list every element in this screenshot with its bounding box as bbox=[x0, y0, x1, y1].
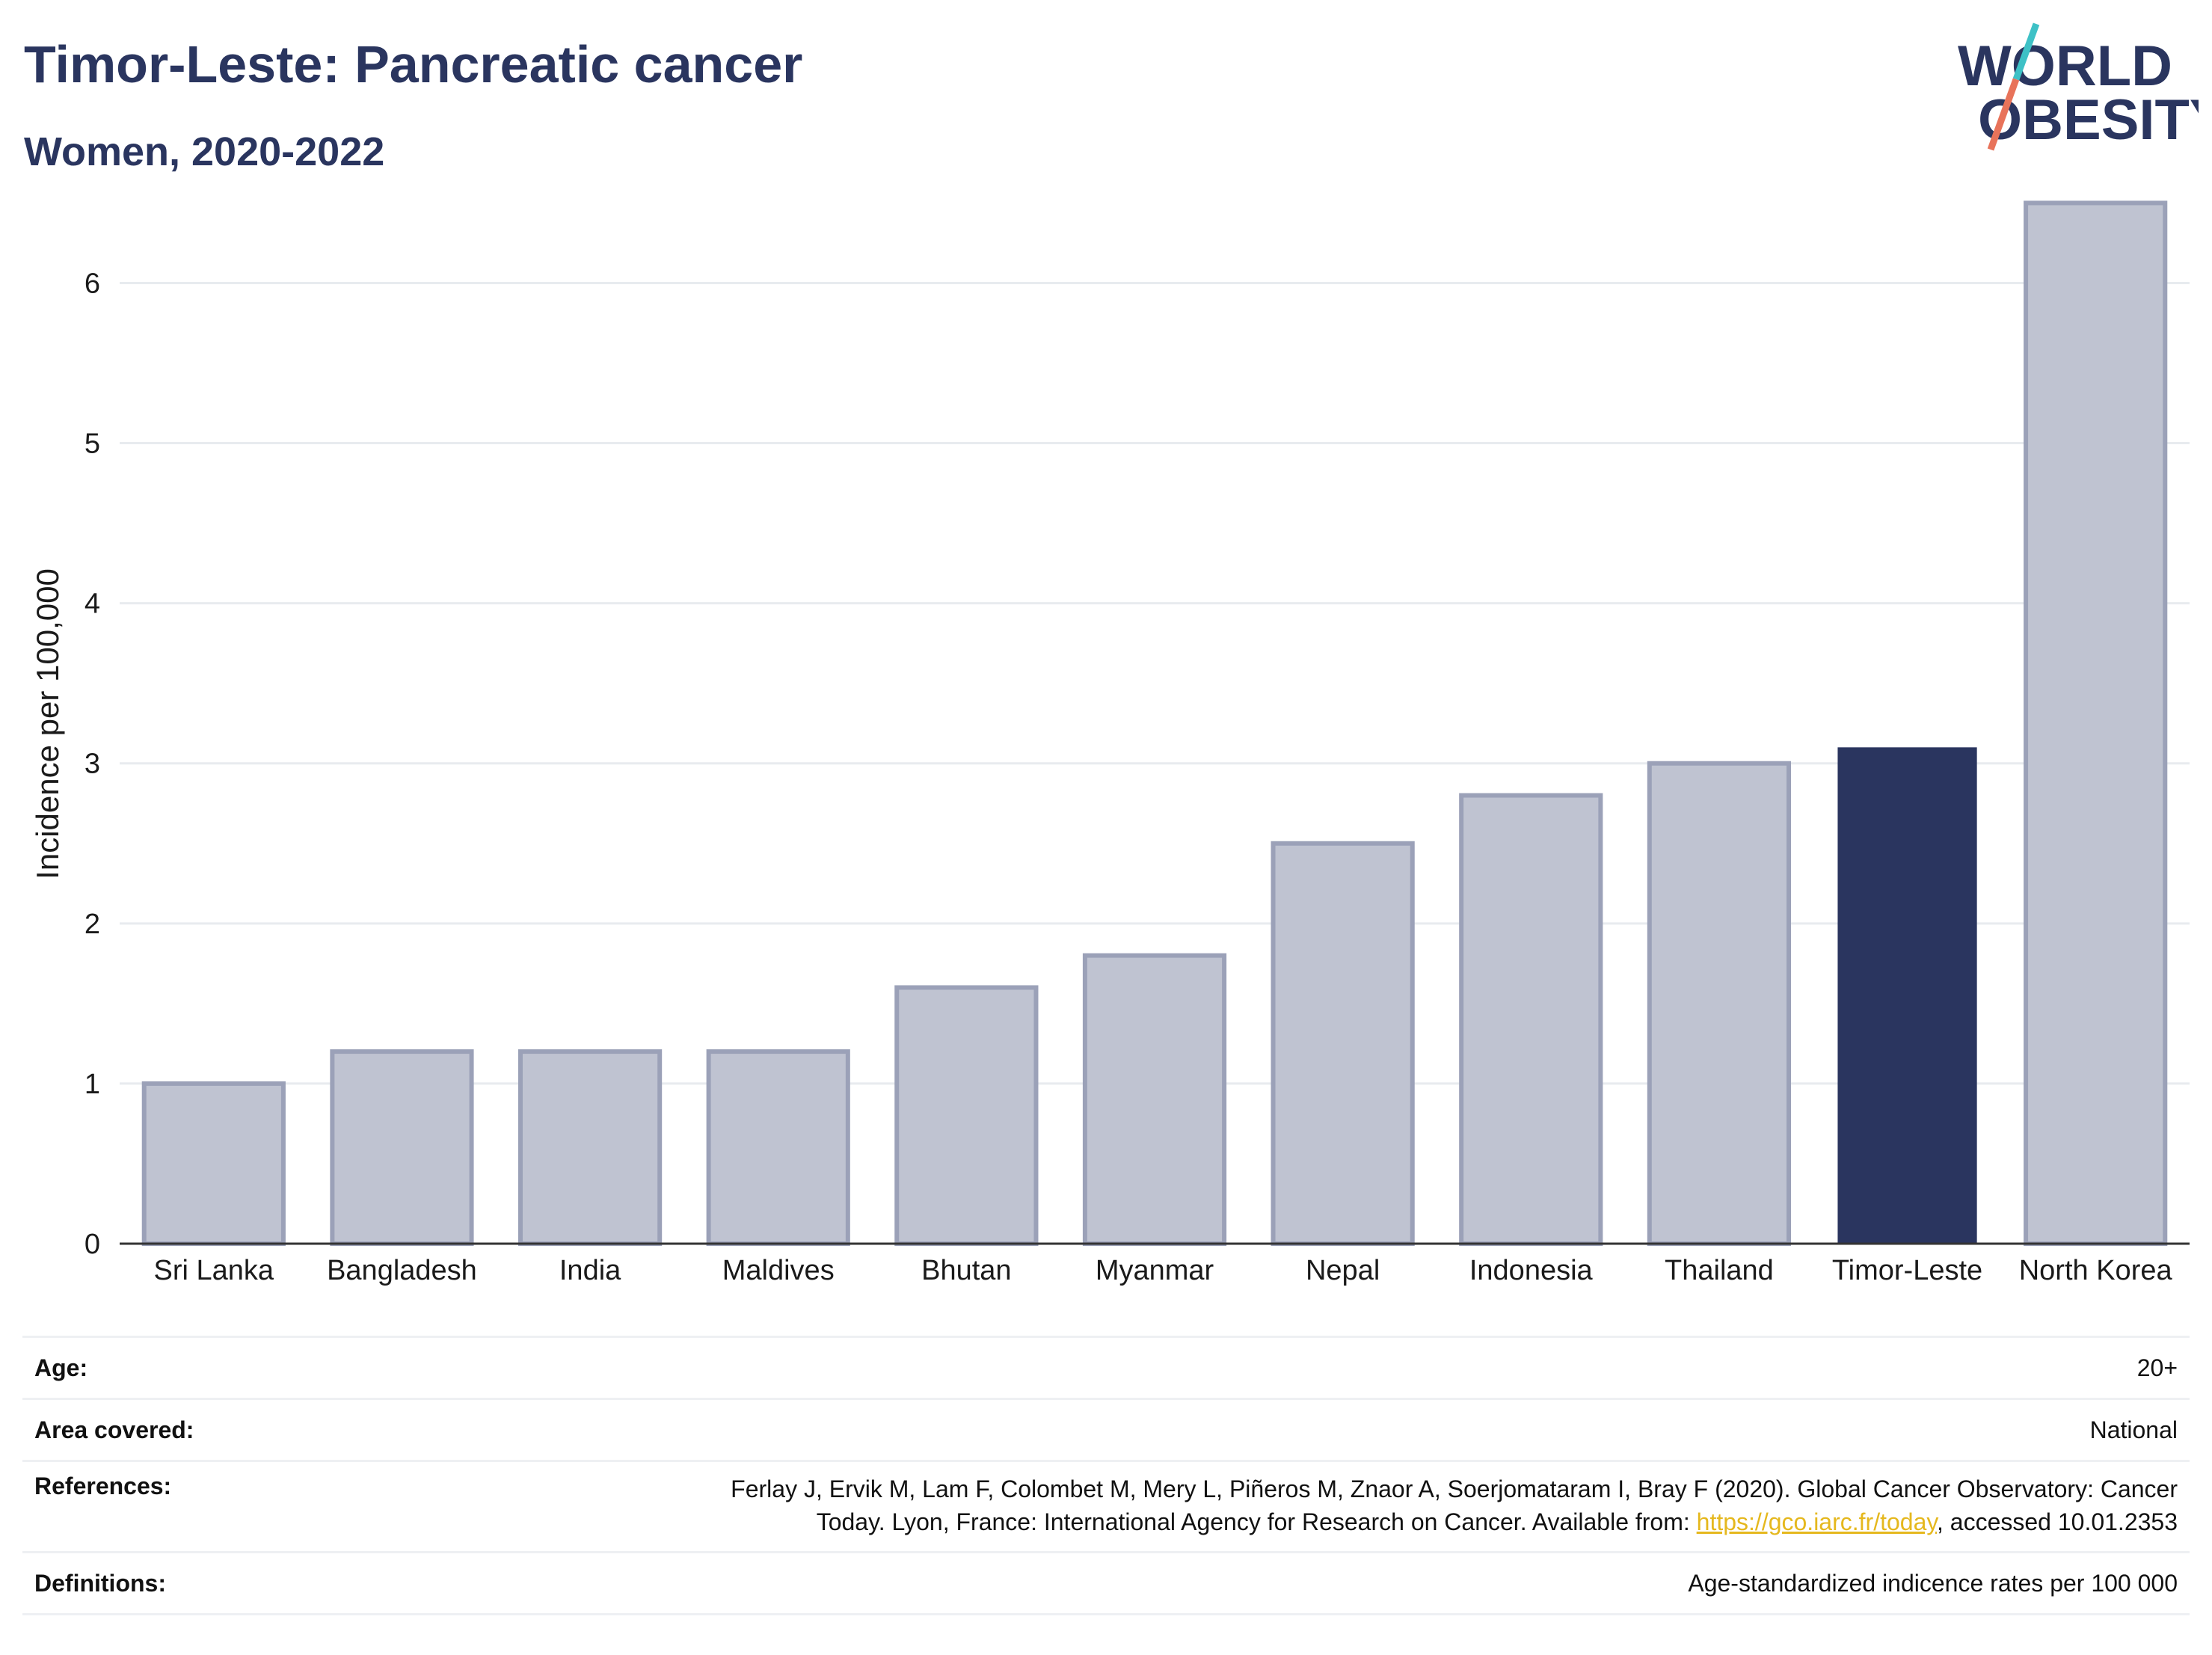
y-tick-label: 4 bbox=[85, 589, 100, 620]
x-tick-label: Myanmar bbox=[1096, 1255, 1214, 1286]
bar-bangladesh bbox=[330, 1049, 474, 1247]
bar-timor-leste bbox=[1837, 747, 1977, 1244]
info-row-area: Area covered: National bbox=[22, 1400, 2190, 1462]
bar-thailand bbox=[1647, 761, 1792, 1246]
x-tick-label: Thailand bbox=[1665, 1255, 1774, 1286]
bar-north-korea bbox=[2024, 200, 2168, 1247]
world-obesity-logo: WORLD OBESITY bbox=[1958, 22, 2199, 152]
x-tick-label: Sri Lanka bbox=[154, 1255, 274, 1286]
references-value: Ferlay J, Ervik M, Lam F, Colombet M, Me… bbox=[731, 1473, 2178, 1538]
definitions-label: Definitions: bbox=[34, 1569, 166, 1597]
logo-line-1: WORLD bbox=[1958, 34, 2172, 98]
info-table: Age: 20+ Area covered: National Referenc… bbox=[22, 1336, 2190, 1615]
x-tick-label: Maldives bbox=[722, 1255, 835, 1286]
logo-slash-bottom bbox=[1987, 78, 2020, 151]
bar-sri-lanka bbox=[141, 1081, 286, 1246]
bar-chart: 0 1 2 3 4 5 6 Sri Lanka Bangladesh India Maldives B… bbox=[30, 200, 2190, 1286]
y-axis-title: Incidence per 100,000 bbox=[30, 568, 65, 879]
bar-india bbox=[517, 1049, 663, 1247]
x-tick-label: Nepal bbox=[1306, 1255, 1380, 1286]
x-tick-label: Timor-Leste bbox=[1832, 1255, 1982, 1286]
y-tick-label: 3 bbox=[85, 749, 100, 780]
x-tick-label: Indonesia bbox=[1469, 1255, 1594, 1286]
logo-line-2: OBESITY bbox=[1978, 88, 2199, 152]
y-tick-label: 5 bbox=[85, 429, 100, 460]
definitions-value: Age-standardized indicence rates per 100… bbox=[1688, 1570, 2178, 1597]
info-row-age: Age: 20+ bbox=[22, 1338, 2190, 1400]
x-tick-label: Bangladesh bbox=[327, 1255, 477, 1286]
x-tick-label: India bbox=[559, 1255, 621, 1286]
x-tick-label: Bhutan bbox=[921, 1255, 1011, 1286]
references-line-2-start: Today. Lyon, France: International Agenc… bbox=[816, 1508, 1697, 1535]
chart-subtitle: Women, 2020-2022 bbox=[24, 129, 385, 174]
age-label: Age: bbox=[34, 1354, 88, 1381]
age-value: 20+ bbox=[2136, 1354, 2178, 1381]
y-tick-label: 0 bbox=[85, 1229, 100, 1260]
bar-bhutan bbox=[894, 985, 1039, 1247]
chart-title: Timor-Leste: Pancreatic cancer bbox=[24, 35, 803, 93]
axes: 0 1 2 3 4 5 6 Sri Lanka Bangladesh India Maldives B… bbox=[85, 268, 2190, 1286]
info-row-references: References: Ferlay J, Ervik M, Lam F, Co… bbox=[22, 1462, 2190, 1553]
info-row-definitions: Definitions: Age-standardized indicence … bbox=[22, 1553, 2190, 1615]
logo-slash-top bbox=[2012, 22, 2040, 81]
y-tick-label: 6 bbox=[85, 268, 100, 299]
references-line-1: Ferlay J, Ervik M, Lam F, Colombet M, Me… bbox=[731, 1476, 2178, 1502]
bar-maldives bbox=[706, 1049, 850, 1247]
y-tick-label: 1 bbox=[85, 1069, 100, 1100]
bar-nepal bbox=[1271, 841, 1415, 1246]
x-tick-label: North Korea bbox=[2019, 1255, 2173, 1286]
references-label: References: bbox=[34, 1473, 172, 1499]
references-link[interactable]: https://gco.iarc.fr/today bbox=[1696, 1508, 1937, 1535]
bar-indonesia bbox=[1459, 793, 1603, 1246]
bar-myanmar bbox=[1082, 953, 1227, 1246]
area-label: Area covered: bbox=[34, 1416, 194, 1443]
references-line-2-end: , accessed 10.01.2353 bbox=[1936, 1508, 2178, 1535]
area-value: National bbox=[2089, 1416, 2178, 1443]
y-tick-label: 2 bbox=[85, 909, 100, 940]
bars bbox=[141, 200, 2168, 1247]
